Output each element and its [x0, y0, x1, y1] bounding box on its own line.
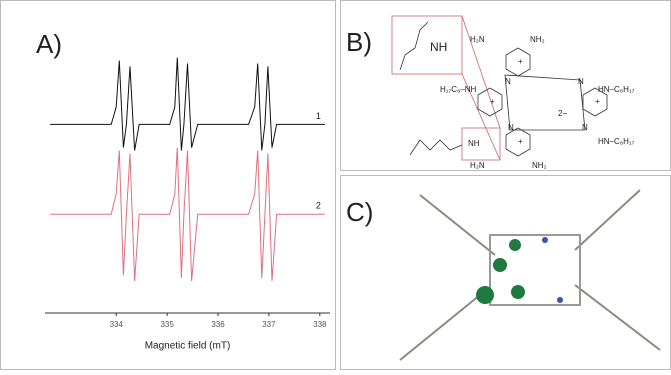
x-tick-label: 336: [211, 320, 225, 329]
spin-density: [509, 239, 521, 251]
structure-label: NH: [468, 139, 480, 148]
structure-label: N: [508, 123, 514, 132]
x-tick-label: 338: [313, 320, 327, 329]
macrocycle: [505, 75, 585, 130]
zoom-label: NH: [430, 40, 447, 54]
spin-density: [493, 258, 507, 272]
chain: [400, 295, 480, 360]
structure-label: 2−: [558, 109, 567, 118]
chain: [575, 285, 660, 350]
trace-label: 1: [316, 111, 321, 121]
atom: [542, 237, 548, 243]
chain: [420, 195, 495, 255]
panel-label: C): [346, 197, 373, 227]
spectrum-line: [50, 148, 325, 281]
structure-label: +: [518, 57, 523, 66]
spectrum-line: [50, 58, 325, 151]
structure-label: +: [518, 137, 523, 146]
structure-label: +: [595, 97, 600, 106]
x-tick-label: 335: [160, 320, 174, 329]
x-axis-label: Magnetic field (mT): [145, 341, 231, 352]
atom: [557, 297, 563, 303]
x-tick-label: 337: [262, 320, 276, 329]
structure-label: HN–C₈H₁₇: [598, 85, 635, 94]
structure-label: N: [582, 123, 588, 132]
structure-label: N: [578, 77, 584, 86]
trace-label: 2: [316, 201, 321, 211]
structure-label: +: [490, 97, 495, 106]
x-tick-label: 334: [110, 320, 124, 329]
structure-label: H₂N: [470, 35, 485, 44]
spectrum-chart: 334 335 336 337 338 Magnetic field (mT) 1 2: [45, 58, 330, 352]
alkyl-chain: [410, 140, 462, 155]
structure-labels: NH H₂N NH₂ H₁₇C₈–NH HN–C₈H₁₇ 2− HN–C₈H₁₇ NH H₂N N…: [430, 35, 635, 170]
spin-density: [511, 285, 525, 299]
zoom-box: [392, 16, 462, 74]
structure-label: H₁₇C₈–NH: [440, 85, 477, 94]
structure-label: HN–C₈H₁₇: [598, 137, 635, 146]
spin-density: [476, 286, 494, 304]
molecule-model: [400, 190, 660, 360]
structure-label: NH₂: [530, 35, 545, 44]
panel-c-frame: [341, 176, 671, 370]
chain: [575, 190, 640, 250]
panel-label: A): [36, 29, 62, 59]
structure-label: NH₂: [532, 161, 547, 170]
structure-label: H₂N: [470, 161, 485, 170]
bond: [400, 22, 428, 70]
panel-label: B): [346, 27, 372, 57]
structure: [392, 16, 607, 160]
structure-label: N: [505, 77, 511, 86]
figure: A) B) C) 334 335 336 337 338 Magnetic field (…: [0, 0, 671, 370]
